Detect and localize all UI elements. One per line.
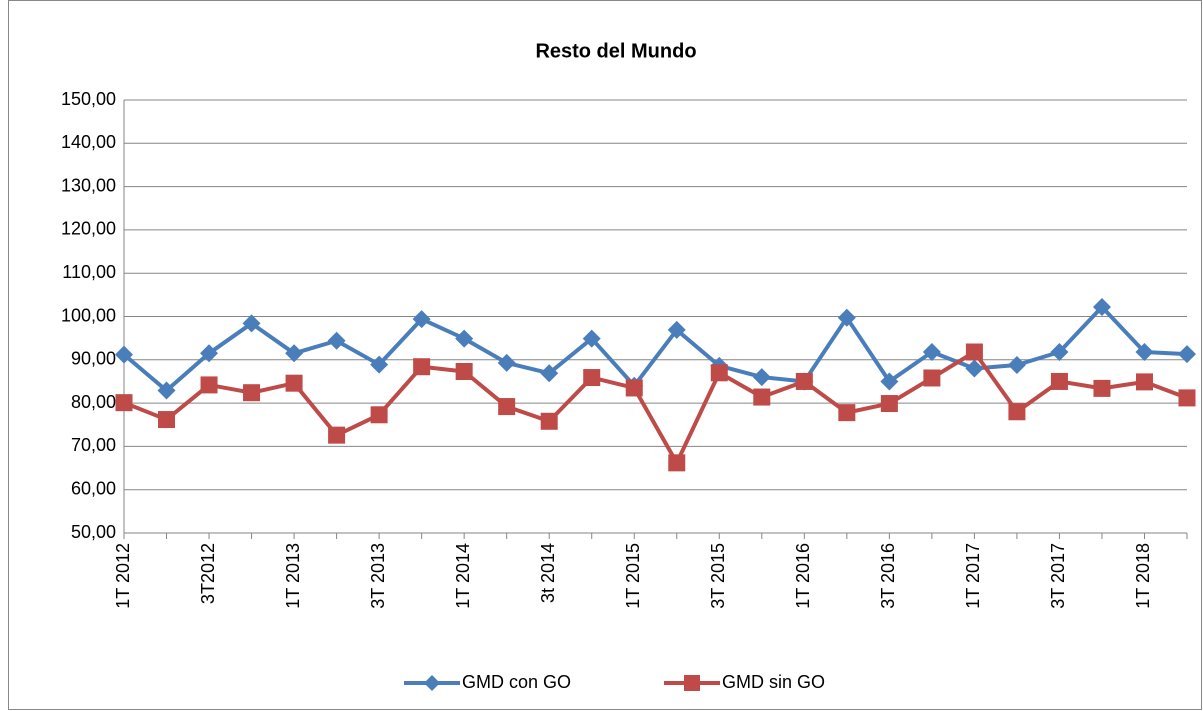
marker <box>1050 343 1069 362</box>
y-tick-label: 50,00 <box>71 522 116 542</box>
y-tick-label: 60,00 <box>71 478 116 498</box>
marker <box>328 426 346 444</box>
x-tick-label: 1T 2012 <box>113 543 133 609</box>
marker <box>710 364 728 382</box>
y-tick-label: 120,00 <box>61 219 116 239</box>
marker <box>625 379 643 397</box>
marker <box>158 411 176 429</box>
marker <box>370 355 389 374</box>
marker <box>1135 373 1153 391</box>
y-tick-label: 100,00 <box>61 305 116 325</box>
marker <box>1135 343 1154 362</box>
marker <box>200 376 218 394</box>
marker <box>922 343 941 362</box>
x-tick-label: 3T 2016 <box>878 543 898 609</box>
x-tick-label: 1T 2014 <box>453 543 473 609</box>
marker <box>667 320 686 339</box>
marker <box>1092 297 1111 316</box>
marker <box>115 345 133 364</box>
y-tick-label: 80,00 <box>71 392 116 412</box>
marker <box>285 374 303 392</box>
marker <box>880 372 899 391</box>
marker <box>795 372 813 390</box>
marker <box>1008 403 1026 421</box>
x-tick-label: 3T2012 <box>198 543 218 604</box>
x-tick-label: 1T 2013 <box>283 543 303 609</box>
y-tick-label: 150,00 <box>61 89 116 109</box>
marker <box>1178 345 1196 364</box>
marker <box>157 381 176 400</box>
x-tick-label: 1T 2018 <box>1133 543 1153 609</box>
legend-marker <box>424 675 440 691</box>
marker <box>200 344 219 363</box>
legend-label: GMD sin GO <box>722 672 825 692</box>
x-tick-label: 1T 2016 <box>793 543 813 609</box>
marker <box>752 368 771 387</box>
marker <box>1178 389 1196 407</box>
marker <box>1093 379 1111 397</box>
y-tick-label: 70,00 <box>71 435 116 455</box>
x-tick-label: 3t 2014 <box>538 543 558 603</box>
chart-title: Resto del Mundo <box>535 40 696 62</box>
y-tick-label: 90,00 <box>71 349 116 369</box>
marker <box>455 329 474 348</box>
marker <box>1007 355 1026 374</box>
marker <box>285 344 304 363</box>
marker <box>327 331 346 350</box>
marker <box>837 308 856 327</box>
marker <box>923 369 941 387</box>
marker <box>497 353 516 372</box>
marker <box>412 310 431 329</box>
marker <box>540 364 559 383</box>
marker <box>880 395 898 413</box>
legend-marker <box>684 675 700 691</box>
y-tick-label: 140,00 <box>61 132 116 152</box>
marker <box>540 412 558 430</box>
x-tick-label: 3T 2013 <box>368 543 388 609</box>
x-tick-label: 3T 2015 <box>708 543 728 609</box>
x-tick-label: 1T 2017 <box>963 543 983 609</box>
marker <box>965 359 984 378</box>
x-tick-label: 3T 2017 <box>1048 543 1068 609</box>
marker <box>965 343 983 361</box>
marker <box>242 314 261 333</box>
marker <box>243 384 261 402</box>
marker <box>413 358 431 376</box>
marker <box>838 404 856 422</box>
marker <box>115 394 133 412</box>
marker <box>583 369 601 387</box>
marker <box>753 388 771 406</box>
series-line <box>123 350 1188 465</box>
marker <box>1050 372 1068 390</box>
y-tick-label: 130,00 <box>61 175 116 195</box>
marker <box>668 454 686 472</box>
marker <box>582 329 601 348</box>
x-tick-label: 1T 2015 <box>623 543 643 609</box>
y-tick-label: 110,00 <box>62 262 116 282</box>
marker <box>455 362 473 380</box>
marker <box>498 398 516 416</box>
marker <box>370 406 388 424</box>
legend-label: GMD con GO <box>462 672 571 692</box>
